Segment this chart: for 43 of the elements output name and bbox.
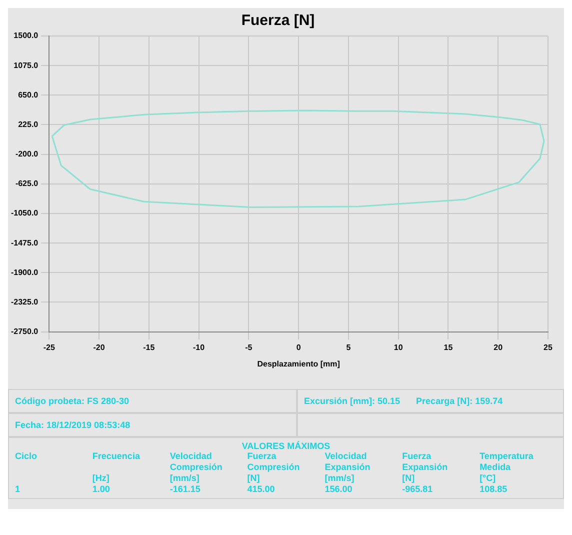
text: 415.00 <box>247 484 275 494</box>
y-tick-label: 650.0 <box>18 90 39 100</box>
y-tick-label: -2325.0 <box>10 297 39 306</box>
text: Velocidad Expansión [mm/s] <box>324 451 370 483</box>
text: 156.00 <box>324 484 352 494</box>
x-tick-label: 0 <box>296 342 302 352</box>
text: Fuerza Expansión [N] <box>402 451 448 483</box>
y-tick-label: 1500.0 <box>14 31 39 40</box>
text: 108.85 <box>480 484 508 494</box>
text: 1 <box>15 484 20 494</box>
x-tick-label: -15 <box>143 342 156 352</box>
x-tick-label: 15 <box>444 342 454 352</box>
y-tick-label: -1050.0 <box>10 208 39 218</box>
chart-title: Fuerza [N] <box>241 12 315 30</box>
x-tick-label: -5 <box>245 342 253 352</box>
x-tick-label: 20 <box>494 342 504 352</box>
y-tick-label: -1475.0 <box>10 238 39 248</box>
text: Temperatura Medida [°C] <box>480 451 534 483</box>
y-tick-label: 1075.0 <box>14 60 39 70</box>
y-tick-label: -625.0 <box>15 179 39 188</box>
x-tick-label: 10 <box>394 342 404 352</box>
text: Ciclo <box>15 451 38 461</box>
text: -161.15 <box>170 484 200 494</box>
text: Velocidad Compresión [mm/s] <box>170 451 222 483</box>
y-tick-label: -1900.0 <box>10 268 39 277</box>
text: VALORES MÁXIMOS <box>242 441 330 451</box>
text: Código probeta: FS 280-30 <box>15 396 130 406</box>
text: Fecha: 18/12/2019 08:53:48 <box>15 420 130 430</box>
x-tick-label: 5 <box>346 342 352 352</box>
text: Fuerza Compresión [N] <box>247 451 300 483</box>
x-axis-title: Desplazamiento [mm] <box>257 359 340 368</box>
text: 1.00 <box>92 484 110 494</box>
x-tick-label: -25 <box>43 342 56 352</box>
x-tick-label: -20 <box>93 342 106 352</box>
y-tick-label: 225.0 <box>18 120 39 129</box>
text: Excursión [mm]: 50.15 <box>304 396 400 406</box>
y-tick-label: -2750.0 <box>10 327 39 336</box>
text: -965.81 <box>402 484 433 494</box>
x-tick-label: -10 <box>193 342 206 352</box>
text: Precarga [N]: 159.74 <box>416 396 503 406</box>
x-tick-label: 25 <box>544 342 553 352</box>
text: Frecuencia [Hz] <box>92 451 140 483</box>
y-tick-label: -200.0 <box>15 150 39 159</box>
